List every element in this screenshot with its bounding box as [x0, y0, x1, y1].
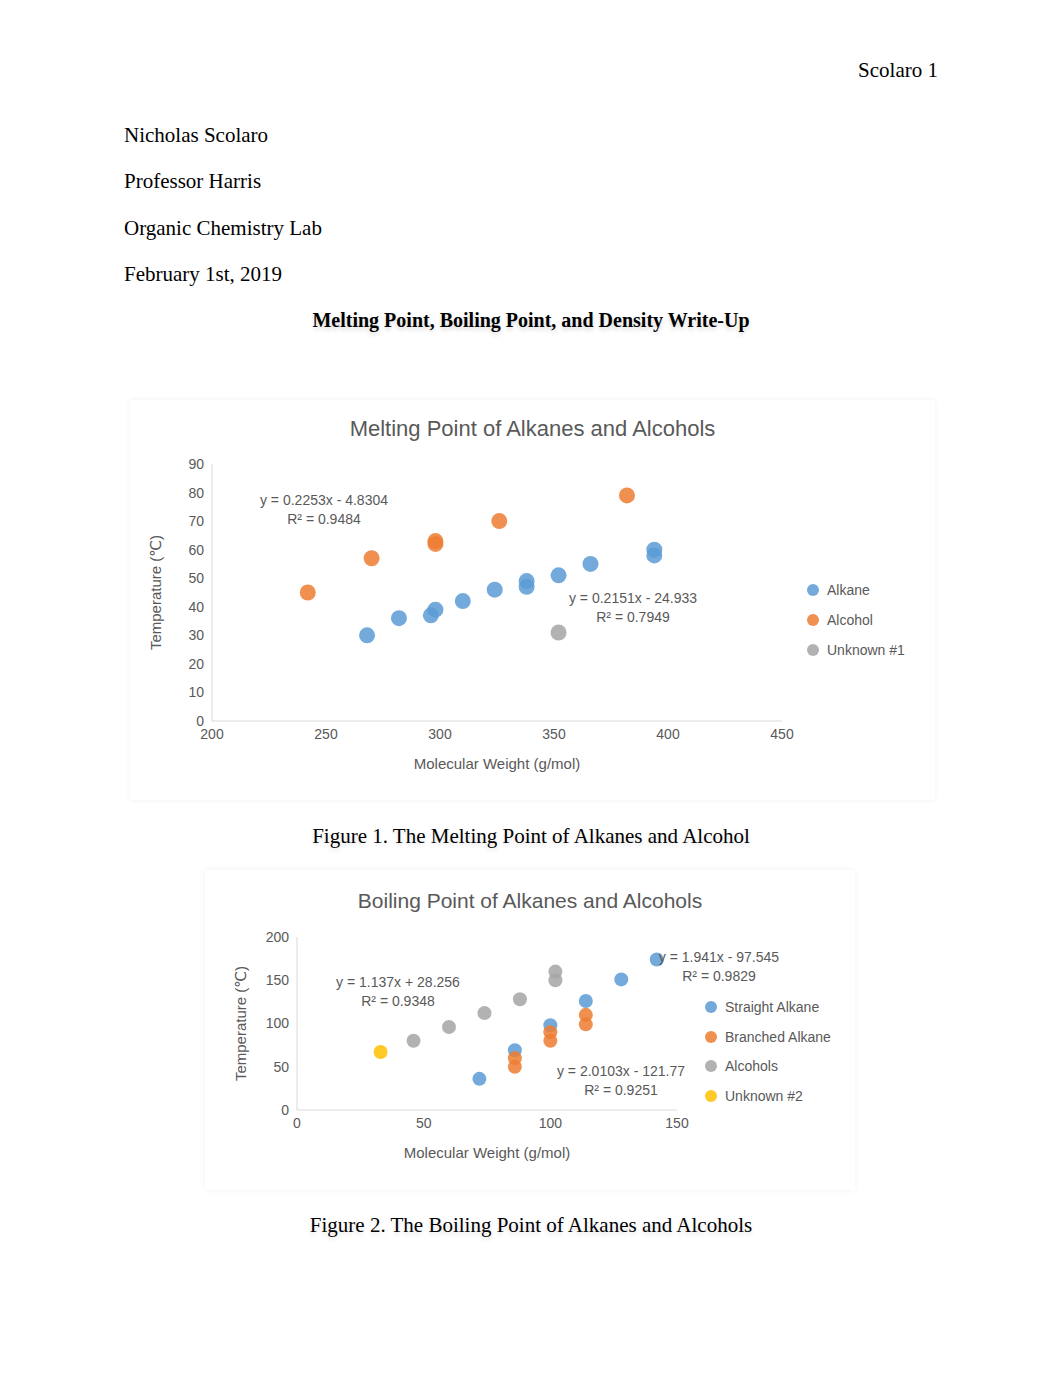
- html-text:R² = 0.9829: R² = 0.9829: [682, 968, 756, 984]
- html-text:y = 0.2253x - 4.8304: y = 0.2253x - 4.8304: [260, 492, 388, 508]
- svg-text:60: 60: [188, 542, 204, 558]
- html-text:y = 1.137x + 28.256: y = 1.137x + 28.256: [336, 974, 460, 990]
- html-text:Unknown #2: Unknown #2: [725, 1087, 803, 1104]
- html-text:R² = 0.7949: R² = 0.7949: [596, 609, 670, 625]
- svg-text:Molecular Weight (g/mol): Molecular Weight (g/mol): [404, 1144, 570, 1161]
- svg-text:200: 200: [266, 929, 290, 945]
- html-text:Boiling Point of Alkanes and A: Boiling Point of Alkanes and Alcohols: [357, 889, 703, 912]
- svg-text:80: 80: [188, 485, 204, 501]
- svg-text:Molecular Weight (g/mol): Molecular Weight (g/mol): [414, 755, 580, 772]
- svg-text:Temperature (℃): Temperature (℃): [147, 535, 164, 650]
- svg-text:300: 300: [428, 726, 452, 742]
- html-text:R² = 0.9484: R² = 0.9484: [287, 511, 361, 527]
- html-text:y = 0.2151x - 24.933: y = 0.2151x - 24.933: [569, 590, 697, 606]
- html-text:Melting Point of Alkanes and A: Melting Point of Alkanes and Alcohols: [349, 416, 716, 441]
- svg-text:10: 10: [188, 684, 204, 700]
- svg-text:400: 400: [656, 726, 680, 742]
- html-text:Alkane: Alkane: [827, 582, 870, 598]
- svg-text:200: 200: [200, 725, 224, 742]
- svg-text:0: 0: [293, 1115, 301, 1131]
- svg-text:40: 40: [188, 599, 204, 615]
- svg-text:Temperature (℃): Temperature (℃): [232, 966, 249, 1081]
- svg-text:30: 30: [188, 627, 204, 643]
- html-text:R² = 0.9251: R² = 0.9251: [584, 1082, 658, 1098]
- svg-text:50: 50: [188, 570, 204, 586]
- html-text:Figure 2. The Boiling Point of: Figure 2. The Boiling Point of Alkanes a…: [309, 1213, 753, 1237]
- svg-text:350: 350: [542, 726, 566, 742]
- html-text:Organic Chemistry Lab: Organic Chemistry Lab: [124, 216, 322, 240]
- html-text:February 1st, 2019: February 1st, 2019: [124, 262, 283, 286]
- html-text:Figure 1. The Melting Point of: Figure 1. The Melting Point of Alkanes a…: [312, 824, 750, 848]
- svg-text:100: 100: [266, 1015, 290, 1031]
- html-text:Scolaro 1: Scolaro 1: [858, 58, 938, 82]
- html-text:Melting Point, Boiling Point,: Melting Point, Boiling Point, and Densit…: [312, 309, 750, 331]
- html-text:Straight Alkane: Straight Alkane: [725, 999, 820, 1015]
- svg-text:50: 50: [416, 1115, 432, 1131]
- html-text:Alcohol: Alcohol: [827, 612, 873, 628]
- svg-text:0: 0: [196, 713, 204, 729]
- html-text:Nicholas Scolaro: Nicholas Scolaro: [124, 123, 268, 147]
- svg-text:90: 90: [188, 456, 204, 472]
- svg-text:50: 50: [273, 1059, 289, 1075]
- svg-text:150: 150: [266, 972, 290, 988]
- svg-text:100: 100: [539, 1115, 563, 1131]
- svg-text:250: 250: [314, 726, 338, 742]
- html-text:y = 1.941x - 97.545: y = 1.941x - 97.545: [658, 949, 780, 965]
- html-text:Professor Harris: Professor Harris: [124, 169, 262, 193]
- html-text:Alcohols: Alcohols: [725, 1058, 778, 1074]
- svg-text:0: 0: [281, 1102, 289, 1118]
- html-text:Unknown #1: Unknown #1: [827, 642, 905, 658]
- html-text:R² = 0.9348: R² = 0.9348: [361, 993, 435, 1009]
- svg-text:150: 150: [665, 1115, 689, 1131]
- html-text:y = 2.0103x - 121.77: y = 2.0103x - 121.77: [557, 1063, 685, 1079]
- svg-text:450: 450: [770, 726, 794, 742]
- svg-text:20: 20: [188, 656, 204, 672]
- html-text:Branched Alkane: Branched Alkane: [725, 1028, 831, 1045]
- svg-text:70: 70: [188, 513, 204, 529]
